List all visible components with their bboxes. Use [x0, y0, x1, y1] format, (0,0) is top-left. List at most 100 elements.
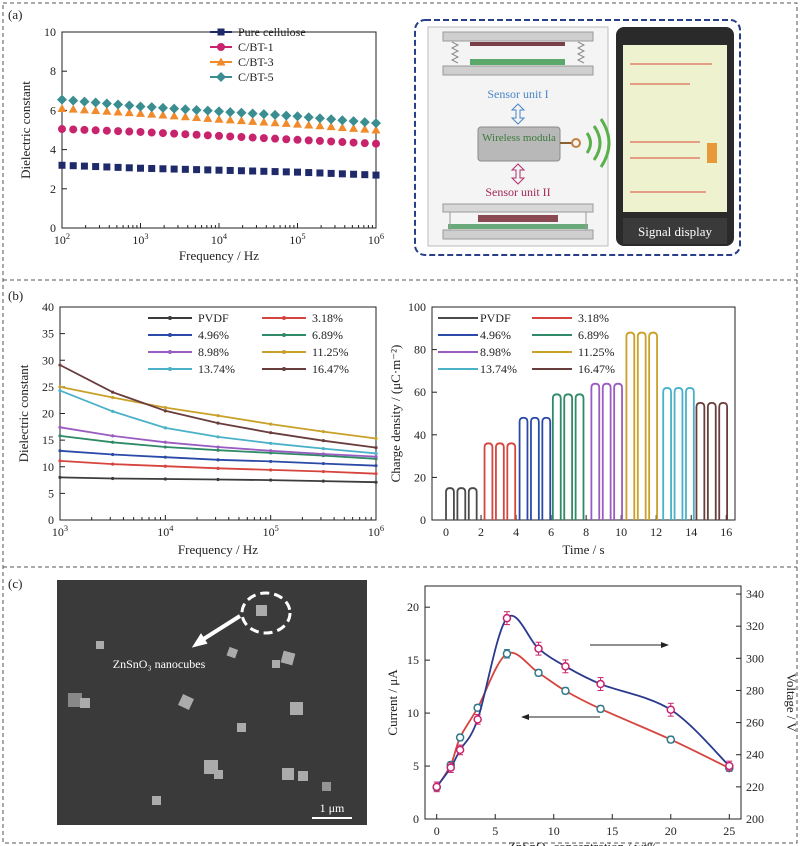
plot-frame [424, 585, 742, 820]
y-tick-label: 10 [42, 460, 54, 474]
x-tick-label: 0 [443, 525, 449, 539]
data-point [321, 461, 325, 466]
data-point [180, 112, 190, 121]
data-point [111, 434, 115, 438]
y-tick-label: 40 [414, 428, 426, 442]
y2-tick-label: 200 [746, 812, 764, 826]
data-point [315, 121, 325, 130]
data-point [374, 451, 378, 456]
micrograph-background [57, 580, 367, 825]
data-point [181, 130, 190, 139]
data-point [294, 168, 301, 176]
pulse [706, 401, 717, 520]
nanocube-particles [68, 605, 331, 805]
data-point [337, 122, 347, 131]
y-axis-label: Dielectric constant [18, 81, 33, 179]
data-point [226, 166, 234, 174]
data-point [137, 164, 144, 172]
legend-marker [216, 57, 226, 66]
data-point [191, 104, 202, 115]
data-point [57, 103, 67, 112]
panel-label-a: (a) [8, 7, 22, 22]
data-point [337, 115, 348, 126]
data-point [58, 459, 62, 463]
x-tick-label: 102 [54, 232, 70, 247]
legend-label: C/BT-3 [238, 55, 274, 69]
phone-screen [623, 45, 727, 212]
signal-display-label: Signal display [638, 224, 713, 239]
data-point [259, 117, 269, 126]
data-point [216, 477, 220, 482]
data-point [360, 124, 370, 133]
data-point [163, 445, 167, 449]
y-tick-label: 4 [50, 143, 56, 157]
data-point [473, 715, 482, 724]
signal-display-banner [623, 218, 727, 244]
pulse [685, 387, 695, 520]
data-point [216, 458, 220, 462]
data-point [561, 662, 570, 671]
legend-marker [217, 43, 225, 51]
pulse [563, 393, 574, 520]
up-down-arrow-icon [510, 103, 526, 125]
data-point [125, 127, 134, 136]
data-point [136, 108, 145, 117]
x-tick-label: 10 [548, 824, 560, 838]
data-point [258, 109, 269, 120]
data-point [92, 163, 100, 171]
x-tick-label: 106 [368, 232, 384, 247]
data-point [91, 126, 100, 135]
data-point [374, 472, 378, 476]
y-tick-label: 5 [48, 486, 54, 500]
x-tick-label: 14 [685, 525, 697, 539]
data-point [136, 127, 145, 136]
data-point [281, 110, 292, 121]
pulse [718, 401, 729, 520]
y2-tick-label: 340 [746, 587, 764, 601]
data-point [111, 452, 115, 457]
data-point [293, 119, 302, 128]
legend-label: 3.18% [312, 311, 343, 325]
y-axis-label: Current / μA [385, 669, 400, 736]
highlight-circle [240, 591, 292, 635]
x-tick-label: 103 [52, 524, 68, 539]
data-point [57, 94, 67, 105]
y-tick-label: 20 [414, 470, 426, 484]
y-tick-label: 0 [48, 513, 54, 527]
data-point [146, 102, 157, 113]
legend-label: C/BT-1 [238, 40, 274, 54]
data-point [338, 170, 346, 178]
y-tick-label: 2 [50, 182, 56, 196]
data-point [58, 434, 62, 438]
pulse [695, 401, 706, 520]
data-point [163, 477, 167, 481]
data-point [371, 118, 381, 129]
data-point [226, 132, 235, 141]
data-point [534, 644, 543, 653]
data-point [725, 761, 734, 771]
data-point [147, 109, 157, 118]
pulse [541, 416, 552, 520]
phone-display: Signal display [616, 27, 734, 246]
x-tick-label: 104 [211, 232, 228, 247]
data-point [303, 112, 314, 123]
data-point [111, 476, 115, 481]
x-tick-label: 20 [665, 824, 677, 838]
y2-tick-label: 320 [746, 619, 764, 633]
y-tick-label: 8 [50, 64, 56, 78]
data-point [315, 136, 324, 145]
data-point [321, 447, 325, 451]
data-point [327, 137, 336, 146]
data-point [58, 449, 62, 453]
data-point [113, 107, 123, 116]
x-axis-label: Frequency / Hz [178, 542, 258, 557]
y-tick-label: 5 [413, 759, 419, 773]
y-tick-label: 6 [50, 103, 56, 117]
data-point [215, 131, 223, 140]
data-point [215, 166, 223, 174]
data-point [125, 164, 133, 172]
x-tick-label: 15 [606, 824, 618, 838]
data-point [326, 114, 337, 125]
data-point [596, 704, 605, 714]
